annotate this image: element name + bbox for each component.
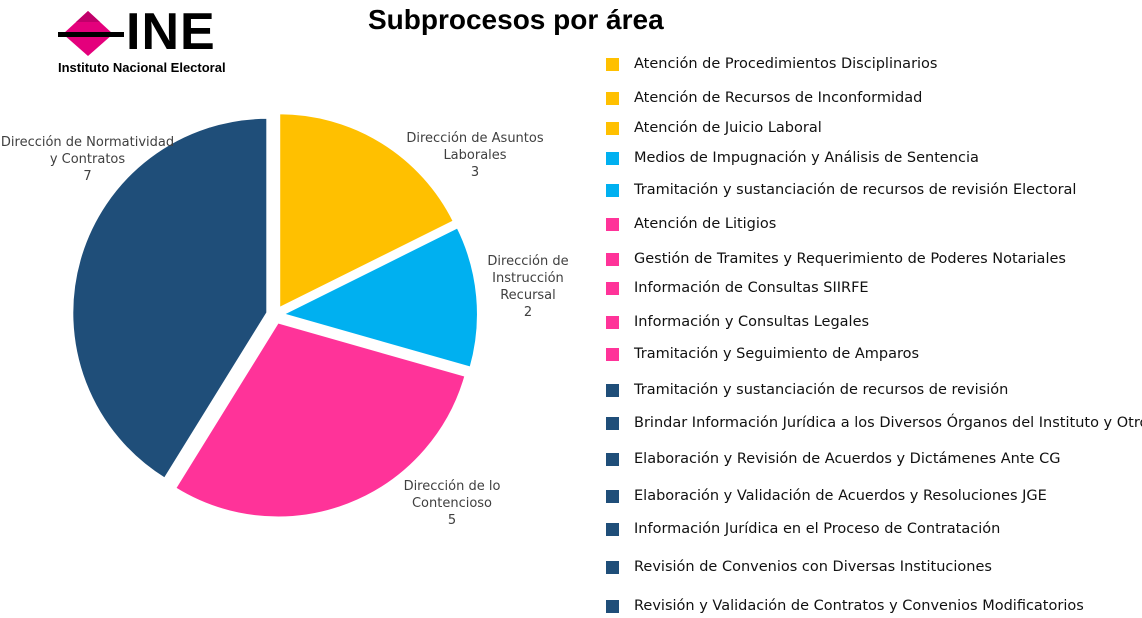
slice-label-name: Dirección de Asuntos Laborales: [406, 131, 544, 163]
legend-label: Revisión de Convenios con Diversas Insti…: [634, 559, 992, 575]
legend-label: Gestión de Tramites y Requerimiento de P…: [634, 251, 1066, 267]
legend-swatch: [606, 281, 619, 295]
pie-chart: [71, 112, 479, 519]
pie-slice: [71, 116, 269, 480]
pie-slice: [173, 321, 467, 519]
slice-label: Dirección de Instrucción Recursal 2: [478, 253, 578, 321]
legend-swatch: [606, 217, 619, 231]
legend-swatch: [606, 383, 619, 397]
legend-label: Tramitación y sustanciación de recursos …: [634, 182, 1077, 198]
legend-item: Atención de Recursos de Inconformidad: [606, 88, 922, 108]
ine-logo: INE Instituto Nacional Electoral: [56, 3, 272, 80]
legend-swatch: [606, 151, 619, 165]
legend-label: Revisión y Validación de Contratos y Con…: [634, 598, 1084, 614]
legend-item: Tramitación y sustanciación de recursos …: [606, 380, 1008, 400]
legend-label: Medios de Impugnación y Análisis de Sent…: [634, 150, 979, 166]
legend-swatch: [606, 416, 619, 430]
legend-label: Tramitación y sustanciación de recursos …: [634, 382, 1009, 398]
legend-label: Información Jurídica en el Proceso de Co…: [634, 521, 1001, 537]
chart-title: Subprocesos por área: [368, 4, 664, 35]
legend-swatch: [606, 57, 619, 71]
legend-item: Brindar Información Jurídica a los Diver…: [606, 413, 1142, 433]
slice-label: Dirección de lo Contencioso 5: [392, 478, 512, 529]
legend-swatch: [606, 183, 619, 197]
legend-swatch: [606, 315, 619, 329]
legend-swatch: [606, 489, 619, 503]
legend-swatch: [606, 252, 619, 266]
legend-item: Información Jurídica en el Proceso de Co…: [606, 519, 1000, 539]
legend-item: Atención de Juicio Laboral: [606, 118, 822, 138]
legend-label: Elaboración y Revisión de Acuerdos y Dic…: [634, 451, 1061, 467]
legend-label: Atención de Procedimientos Disciplinario…: [634, 56, 938, 72]
slice-label-value: 2: [523, 305, 533, 320]
legend-swatch: [606, 560, 619, 574]
slice-label-name: Dirección de lo Contencioso: [403, 479, 501, 511]
legend-item: Elaboración y Validación de Acuerdos y R…: [606, 486, 1047, 506]
legend-label: Tramitación y Seguimiento de Amparos: [634, 346, 920, 362]
legend-swatch: [606, 121, 619, 135]
legend-item: Información de Consultas SIIRFE: [606, 278, 869, 298]
slice-label-value: 5: [447, 513, 457, 528]
legend-label: Atención de Juicio Laboral: [634, 120, 822, 136]
pie-slice: [280, 226, 479, 369]
legend-item: Atención de Procedimientos Disciplinario…: [606, 54, 937, 74]
slice-label-value: 3: [470, 165, 480, 180]
legend-label: Elaboración y Validación de Acuerdos y R…: [634, 488, 1047, 504]
ine-diamond-icon: [58, 11, 124, 56]
slice-label: Dirección de Normatividad y Contratos 7: [0, 134, 175, 185]
legend-label: Información de Consultas SIIRFE: [634, 280, 869, 296]
logo-wordmark: INE: [126, 3, 216, 61]
logo-subtitle: Instituto Nacional Electoral: [58, 60, 226, 75]
legend-item: Medios de Impugnación y Análisis de Sent…: [606, 148, 979, 168]
pie-slice: [278, 112, 456, 310]
legend-swatch: [606, 599, 619, 613]
legend-item: Revisión y Validación de Contratos y Con…: [606, 596, 1084, 616]
legend-item: Tramitación y Seguimiento de Amparos: [606, 344, 919, 364]
legend-swatch: [606, 452, 619, 466]
legend-swatch: [606, 91, 619, 105]
legend-label: Brindar Información Jurídica a los Diver…: [634, 415, 1142, 431]
slice-label-value: 7: [83, 169, 92, 184]
legend-item: Atención de Litigios: [606, 214, 776, 234]
legend-label: Información y Consultas Legales: [634, 314, 870, 330]
slice-label-name: Dirección de Instrucción Recursal: [487, 254, 569, 303]
legend-item: Revisión de Convenios con Diversas Insti…: [606, 557, 992, 577]
legend-item: Información y Consultas Legales: [606, 312, 869, 332]
slice-label: Dirección de Asuntos Laborales 3: [400, 130, 550, 181]
legend-item: Elaboración y Revisión de Acuerdos y Dic…: [606, 449, 1060, 469]
slice-label-name: Dirección de Normatividad y Contratos: [0, 135, 175, 167]
legend-label: Atención de Recursos de Inconformidad: [634, 90, 923, 106]
legend-label: Atención de Litigios: [634, 216, 777, 232]
legend-item: Gestión de Tramites y Requerimiento de P…: [606, 249, 1066, 269]
legend-item: Tramitación y sustanciación de recursos …: [606, 180, 1076, 200]
legend-swatch: [606, 347, 619, 361]
legend-swatch: [606, 522, 619, 536]
